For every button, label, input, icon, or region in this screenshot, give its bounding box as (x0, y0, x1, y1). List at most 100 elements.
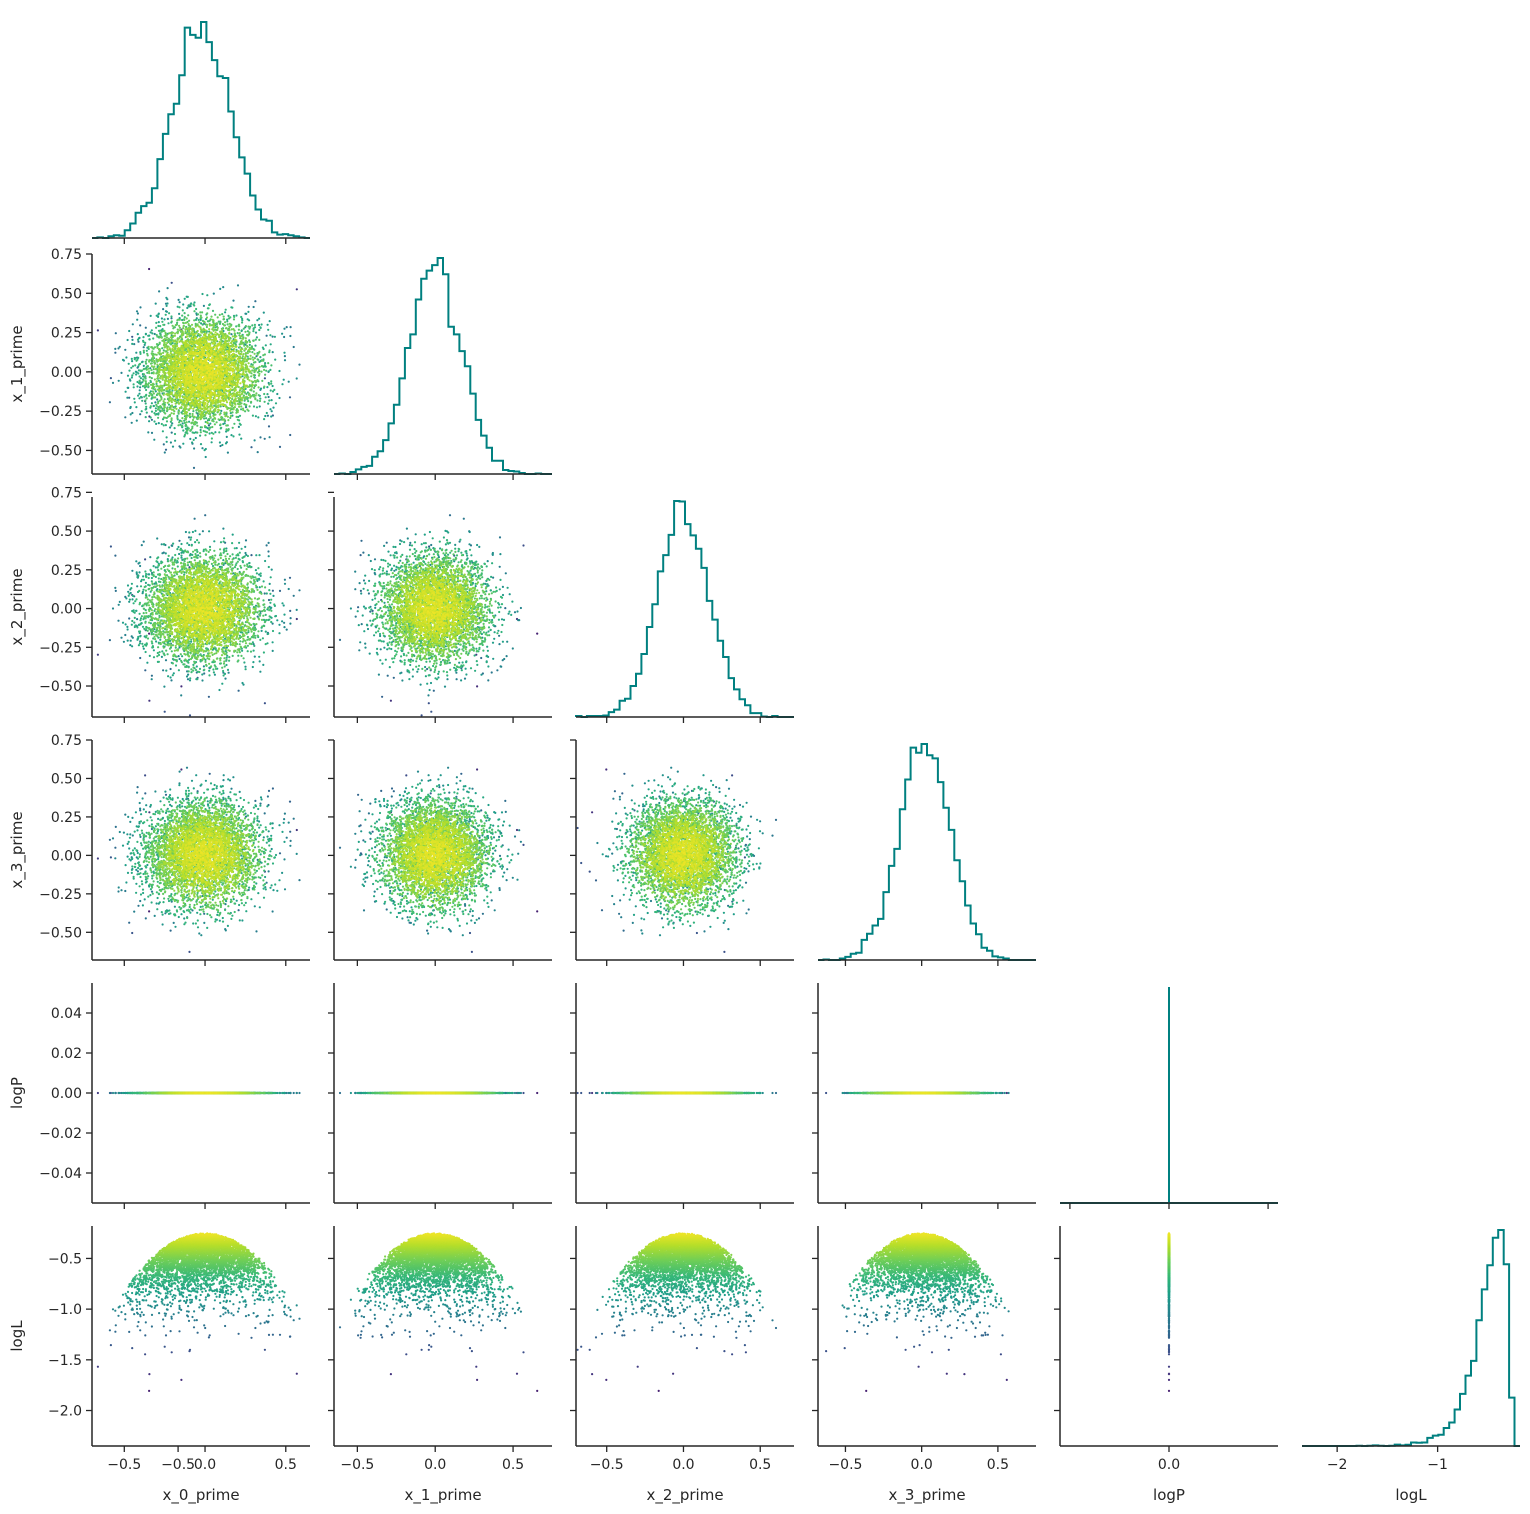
scatter-point (211, 426, 213, 428)
scatter-point (167, 322, 169, 324)
scatter-point (187, 305, 189, 307)
scatter-point (233, 318, 235, 320)
scatter-point (186, 432, 188, 434)
scatter-point (178, 299, 180, 301)
scatter-point (229, 316, 231, 318)
scatter-point (155, 303, 157, 305)
scatter-point (289, 434, 291, 436)
scatter-point (150, 416, 152, 418)
scatter-point (176, 415, 178, 417)
scatter-point (269, 408, 271, 410)
scatter-point (163, 318, 165, 320)
scatter-point (270, 343, 272, 345)
scatter-point (224, 311, 226, 313)
panel-x_0_prime-vs-x_0_prime (92, 22, 310, 244)
scatter-point (254, 361, 256, 363)
scatter-point (288, 381, 290, 383)
scatter-point (139, 363, 141, 365)
scatter-point (119, 346, 121, 348)
scatter-point (165, 310, 167, 312)
scatter-point (244, 392, 246, 394)
scatter-point (230, 434, 232, 436)
scatter-point (256, 319, 258, 321)
scatter-point (238, 434, 240, 436)
scatter-point (125, 391, 127, 393)
scatter-point (221, 313, 223, 315)
scatter-point (255, 332, 257, 334)
scatter-point (219, 314, 221, 316)
scatter-point (200, 431, 202, 433)
scatter-point (141, 361, 143, 363)
scatter-point (183, 319, 185, 321)
scatter-point (144, 377, 146, 379)
scatter-point (252, 330, 254, 332)
scatter-point (247, 326, 249, 328)
scatter-point (232, 435, 234, 437)
scatter-point (166, 302, 168, 304)
scatter-point (124, 416, 126, 418)
scatter-point (233, 316, 235, 318)
scatter-point (244, 331, 246, 333)
scatter-point (216, 421, 218, 423)
scatter-point (247, 311, 249, 313)
scatter-point (139, 324, 141, 326)
scatter-point (225, 424, 227, 426)
scatter-point (143, 365, 145, 367)
scatter-point (203, 430, 205, 432)
scatter-point (151, 402, 153, 404)
scatter-point (263, 418, 265, 420)
scatter-point (200, 429, 202, 431)
scatter-point (268, 399, 270, 401)
scatter-point (259, 405, 261, 407)
scatter-point (137, 312, 139, 314)
scatter-point (245, 325, 247, 327)
scatter-point (134, 401, 136, 403)
scatter-point (227, 323, 229, 325)
scatter-point (139, 389, 141, 391)
scatter-point (188, 421, 190, 423)
scatter-point (127, 387, 129, 389)
scatter-point (138, 393, 140, 395)
scatter-point (131, 336, 133, 338)
scatter-point (206, 326, 208, 328)
scatter-point (268, 370, 270, 372)
scatter-point (240, 408, 242, 410)
scatter-point (267, 324, 269, 326)
scatter-point (170, 315, 172, 317)
scatter-point (191, 427, 193, 429)
scatter-point (286, 326, 288, 328)
scatter-point (230, 333, 232, 335)
scatter-point (267, 403, 269, 405)
scatter-point (149, 376, 151, 378)
scatter-point (190, 305, 192, 307)
scatter-point (165, 449, 167, 451)
scatter-point (120, 372, 122, 374)
scatter-point (153, 439, 155, 441)
scatter-point (171, 417, 173, 419)
scatter-point (178, 413, 180, 415)
scatter-point (188, 427, 190, 429)
scatter-point (212, 310, 214, 312)
scatter-point (131, 343, 133, 345)
scatter-point (263, 393, 265, 395)
scatter-point (193, 439, 195, 441)
scatter-point (158, 330, 160, 332)
scatter-point (206, 431, 208, 433)
scatter-point (256, 406, 258, 408)
scatter-point (147, 431, 149, 433)
scatter-point (270, 383, 272, 385)
scatter-point (151, 377, 153, 379)
scatter-point (237, 332, 239, 334)
scatter-point (142, 341, 144, 343)
scatter-point (146, 372, 148, 374)
scatter-point (131, 412, 133, 414)
scatter-point (166, 305, 168, 307)
scatter-point (193, 432, 195, 434)
scatter-point (176, 319, 178, 321)
scatter-point (267, 362, 269, 364)
scatter-point (134, 364, 136, 366)
scatter-point (272, 385, 274, 387)
scatter-point (283, 328, 285, 330)
scatter-point (164, 398, 166, 400)
